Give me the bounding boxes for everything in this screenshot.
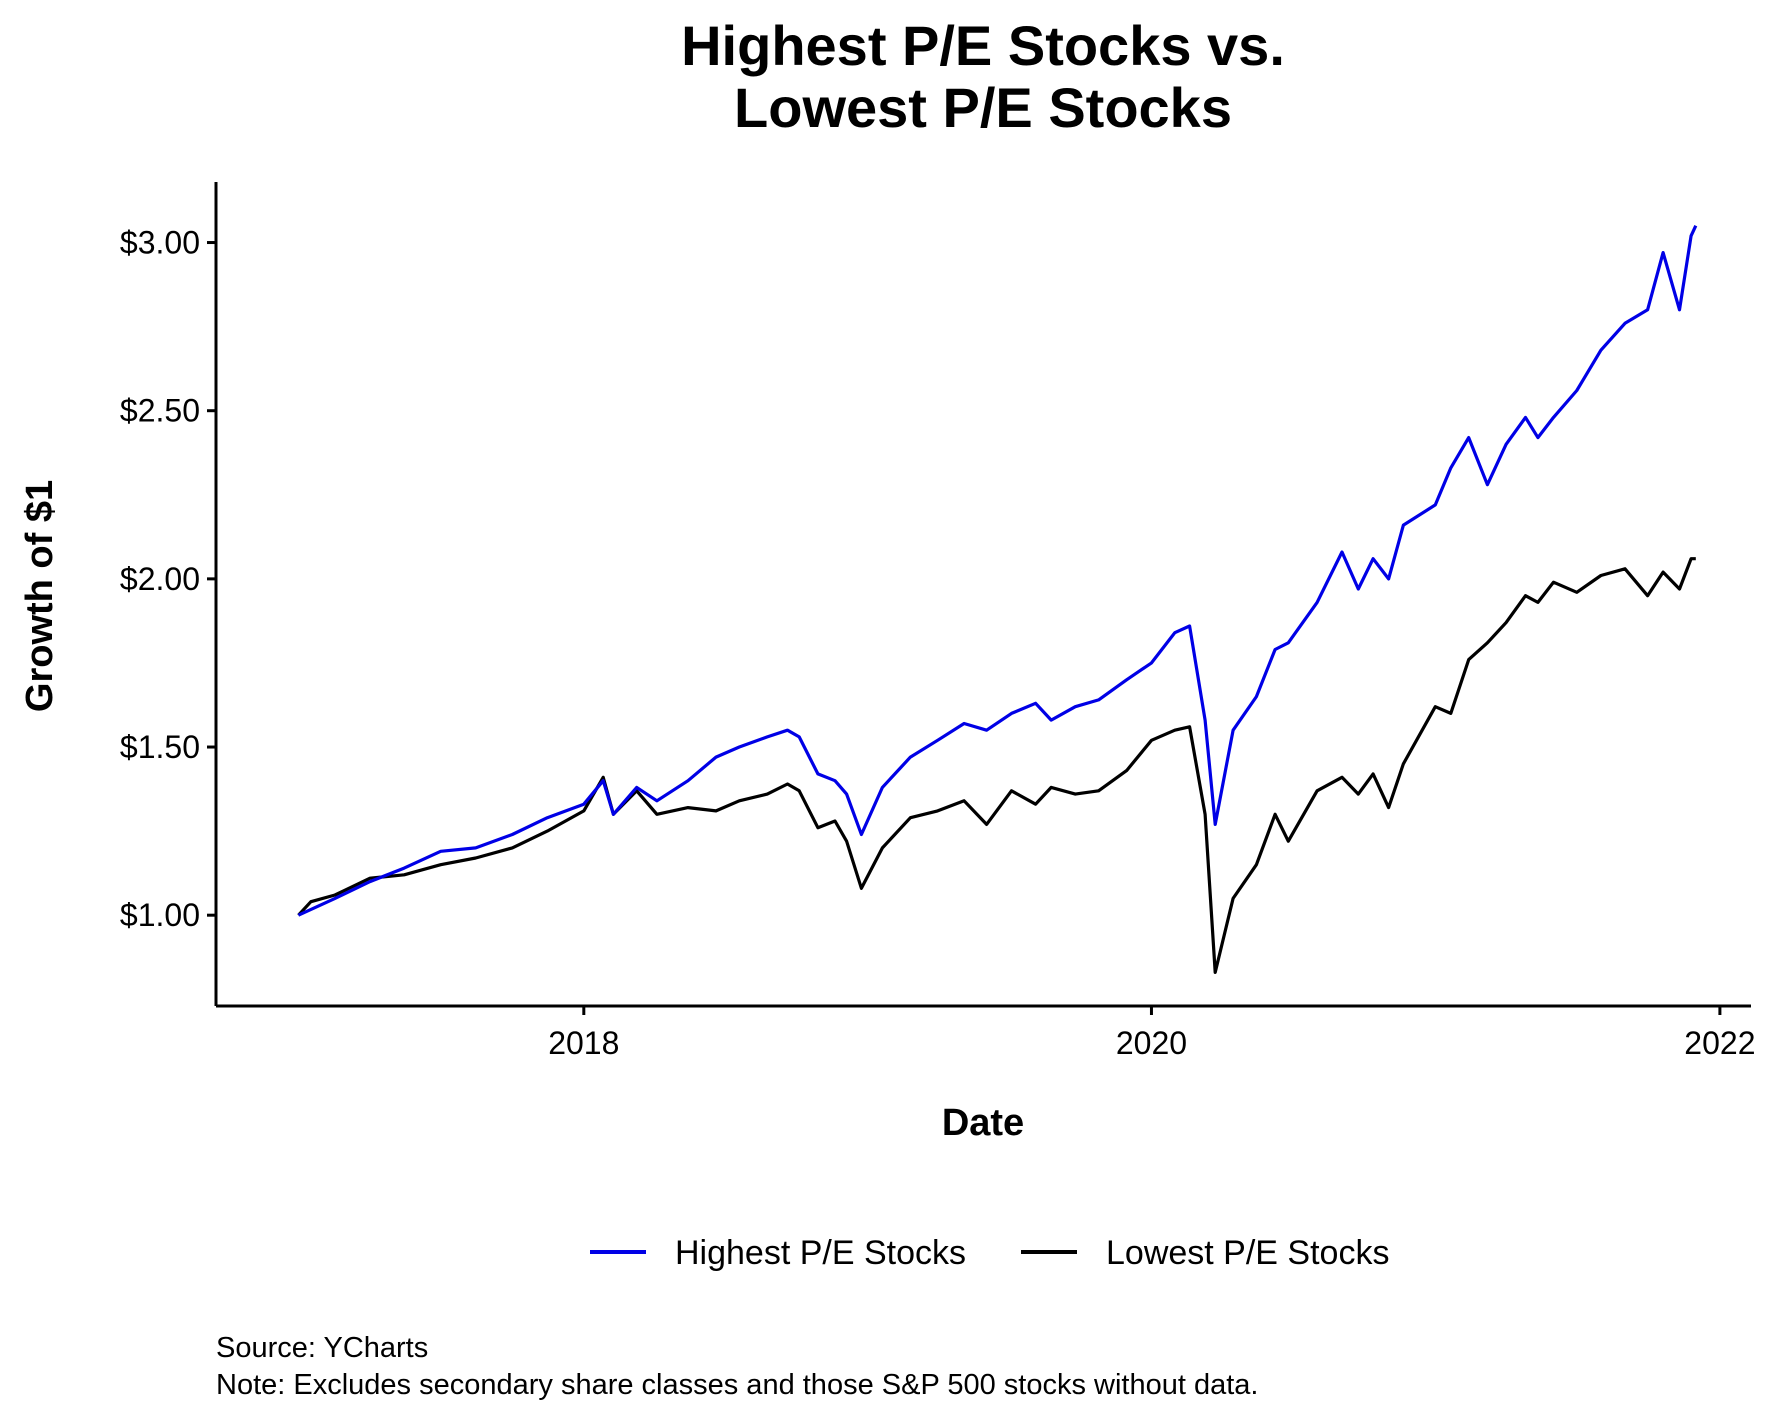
legend-label-highest: Highest P/E Stocks <box>675 1234 966 1272</box>
x-axis-ticks: 2018 2020 2022 <box>548 1006 1755 1061</box>
y-tick-label: $2.50 <box>120 393 200 429</box>
x-tick-label: 2022 <box>1684 1025 1755 1061</box>
series-line-highest-pe <box>297 225 1698 917</box>
note-caption: Note: Excludes secondary share classes a… <box>216 1369 1259 1401</box>
source-caption: Source: YCharts <box>216 1332 429 1364</box>
y-tick-label: $1.50 <box>120 729 200 765</box>
chart-title-line-2: Lowest P/E Stocks <box>734 76 1232 139</box>
chart-title-line-1: Highest P/E Stocks vs. <box>681 14 1285 77</box>
y-tick-label: $2.00 <box>120 561 200 597</box>
y-tick-label: $1.00 <box>120 897 200 933</box>
y-axis-title: Growth of $1 <box>19 480 61 712</box>
x-tick-label: 2018 <box>548 1025 619 1061</box>
series-line-lowest-pe <box>297 557 1696 975</box>
x-tick-label: 2020 <box>1116 1025 1187 1061</box>
legend-label-lowest: Lowest P/E Stocks <box>1106 1234 1389 1272</box>
x-axis-title: Date <box>942 1102 1024 1144</box>
y-tick-label: $3.00 <box>120 225 200 261</box>
series-lines <box>297 225 1698 975</box>
y-axis-ticks: $1.00 $1.50 $2.00 $2.50 $3.00 <box>120 225 216 933</box>
legend: Highest P/E Stocks Lowest P/E Stocks <box>590 1234 1389 1272</box>
